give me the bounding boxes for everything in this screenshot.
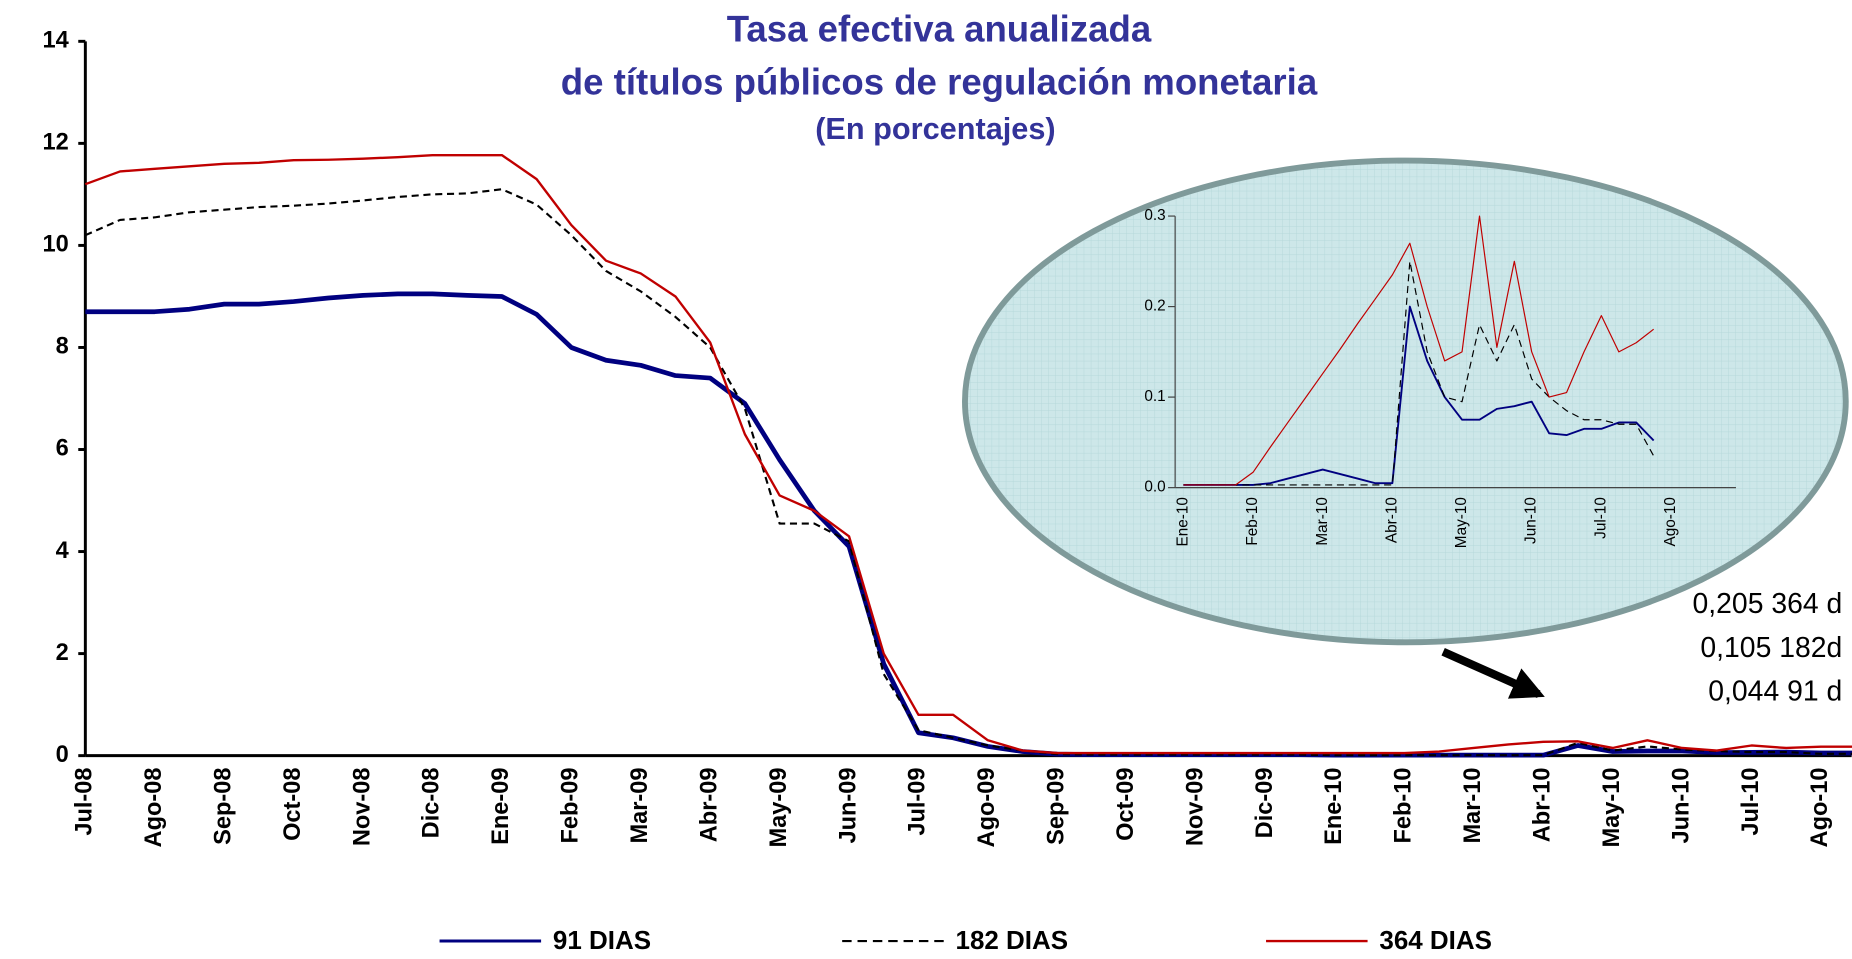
line	[1183, 305, 1655, 486]
y-tick-label: 4	[56, 538, 69, 564]
y-tick-label: 10	[43, 232, 69, 258]
y-tick-label: 2	[56, 640, 69, 666]
x-tick-label: Jun-10	[1668, 767, 1694, 843]
x-tick-label: Ago-09	[974, 767, 1000, 847]
legend-label: 364 DIAS	[1379, 925, 1492, 954]
y-tick-label: 14	[43, 28, 69, 54]
x-tick-label: Oct-08	[280, 767, 306, 840]
inset-chart: 0.0 0.1 0.2 0.3 Ene-10 Feb-10 Mar-10 Abr-10 May-…	[1144, 207, 1736, 548]
annotation: 0,044 91 d	[1708, 676, 1842, 708]
x-tick-label: Dic-09	[1252, 767, 1278, 838]
x-tick-label: Feb-09	[558, 767, 584, 843]
y-tick-label: 0.1	[1144, 388, 1165, 405]
x-tick-label: Feb-10	[1244, 497, 1261, 546]
x-tick-label: Mar-10	[1460, 767, 1486, 843]
x-tick-label: Abr-10	[1530, 767, 1556, 842]
x-tick-label: May-10	[1599, 767, 1625, 847]
y-tick-label: 12	[43, 130, 69, 156]
arrow	[1441, 647, 1545, 699]
y-tick-label: 6	[56, 436, 69, 462]
legend-label: 182 DIAS	[956, 925, 1069, 954]
x-tick-label: Mar-10	[1314, 497, 1331, 546]
line	[1183, 260, 1655, 486]
x-tick-label: Nov-08	[349, 767, 375, 846]
chart-title: de títulos públicos de regulación moneta…	[561, 62, 1318, 103]
y-tick-label: 0.3	[1144, 207, 1165, 224]
y-tick-label: 0.2	[1144, 298, 1165, 315]
x-tick-label: May-09	[766, 767, 792, 847]
x-tick-label: Ene-09	[488, 767, 514, 844]
x-tick-label: May-10	[1453, 497, 1470, 548]
x-tick-label: Sep-08	[210, 767, 236, 844]
y-tick-label: 0.0	[1144, 479, 1165, 496]
x-tick-label: Mar-09	[627, 767, 653, 843]
chart-title: Tasa efectiva anualizada	[727, 9, 1152, 50]
x-tick-label: Nov-09	[1182, 767, 1208, 846]
x-tick-label: Sep-09	[1044, 767, 1070, 844]
x-tick-label: Ago-10	[1807, 767, 1833, 847]
x-tick-label: Jul-10	[1738, 767, 1764, 835]
inset-frame	[962, 157, 1849, 646]
y-tick-label: 8	[56, 334, 69, 360]
line	[1183, 215, 1655, 486]
annotation: 0,105 182d	[1700, 632, 1842, 664]
x-tick-label: Jun-09	[835, 767, 861, 843]
x-tick-label: Ene-10	[1174, 497, 1191, 546]
chart-subtitle: (En porcentajes)	[815, 111, 1055, 146]
legend-label: 91 DIAS	[553, 925, 651, 954]
annotation: 0,205 364 d	[1693, 588, 1843, 620]
x-tick-label: Oct-09	[1113, 767, 1139, 840]
x-tick-label: Jul-09	[905, 767, 931, 835]
x-tick-label: Abr-09	[696, 767, 722, 842]
main-chart: 0 2 4 6 8 10 12 14 Jul-08 Ago-08 Sep-08 Oct-08 Nov-0…	[43, 9, 1852, 955]
line	[84, 153, 1852, 755]
x-tick-label: Ene-10	[1321, 767, 1347, 844]
line	[84, 188, 1852, 757]
y-tick-label: 0	[56, 742, 69, 768]
x-tick-label: Abr-10	[1383, 497, 1400, 543]
x-tick-label: Ago-10	[1662, 497, 1679, 546]
x-tick-label: Jun-10	[1523, 497, 1540, 544]
x-tick-label: Feb-10	[1391, 767, 1417, 843]
x-tick-label: Dic-08	[419, 767, 445, 838]
x-tick-label: Ago-08	[141, 767, 167, 847]
x-tick-label: Jul-10	[1592, 497, 1609, 539]
x-tick-label: Jul-08	[72, 767, 98, 835]
